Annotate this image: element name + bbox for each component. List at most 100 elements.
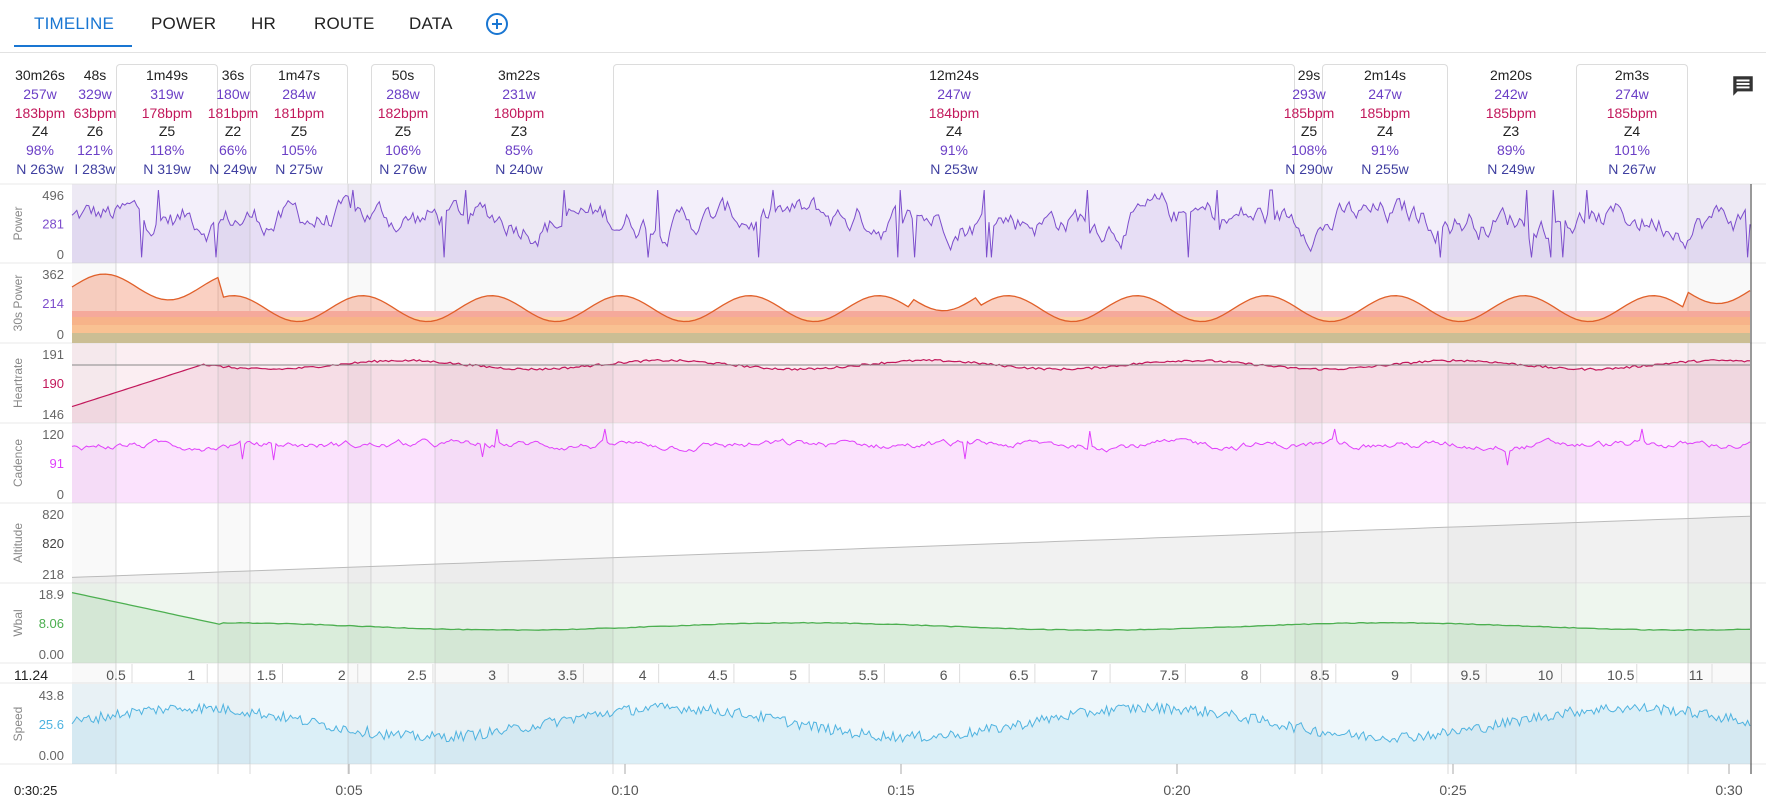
- interval-duration: 30m26s: [15, 67, 65, 83]
- panel-label: Heartrate: [11, 358, 25, 408]
- distance-tick-label: 10.5: [1607, 667, 1634, 683]
- interval-summary[interactable]: 50s 288w 182bpm Z5 106% N 276w: [343, 66, 463, 179]
- interval-hr: 183bpm: [14, 104, 66, 121]
- interval-watts: 247w: [1368, 85, 1402, 102]
- power-line: [71, 189, 1751, 258]
- axis-tick-label: 496: [42, 188, 64, 203]
- interval-summary[interactable]: 48s 329w 63bpm Z6 121% I 283w: [35, 66, 155, 179]
- interval-summary[interactable]: 29s 293w 185bpm Z5 108% N 290w: [1249, 66, 1369, 179]
- add-tab-icon[interactable]: [486, 13, 508, 35]
- interval-hr: 181bpm: [207, 104, 259, 121]
- interval-duration: 2m14s: [1363, 67, 1407, 83]
- interval-np: N 249w: [209, 160, 257, 177]
- distance-tick-label: 4.5: [708, 667, 728, 683]
- interval-summary[interactable]: 2m20s 242w 185bpm Z3 89% N 249w: [1451, 66, 1571, 179]
- interval-zone: Z4: [1376, 123, 1394, 140]
- interval-np: N 267w: [1608, 160, 1656, 177]
- distance-tick-label: 2.5: [407, 667, 427, 683]
- active-tab-indicator: [14, 45, 132, 47]
- interval-zone: Z6: [86, 123, 104, 140]
- tab-power[interactable]: POWER: [151, 14, 217, 33]
- interval-summary[interactable]: 30m26s 257w 183bpm Z4 98% N 263w: [0, 66, 100, 179]
- interval-zone: Z5: [394, 123, 412, 140]
- zone-band: [72, 325, 1750, 333]
- axis-value-label: 190: [42, 376, 64, 391]
- wbal-area: [72, 592, 1750, 663]
- interval-watts: 293w: [1292, 85, 1326, 102]
- comment-icon[interactable]: [1729, 73, 1757, 99]
- hr-area: [72, 359, 1750, 423]
- axis-tick-label: 0: [57, 487, 64, 502]
- interval-zone: Z5: [158, 123, 176, 140]
- interval-summary[interactable]: 1m47s 284w 181bpm Z5 105% N 275w: [239, 66, 359, 179]
- tab-hr[interactable]: HR: [251, 14, 276, 33]
- axis-tick-label: 120: [42, 427, 64, 442]
- time-tick-label: 0:30: [1715, 782, 1742, 797]
- distance-tick-label: 2: [338, 667, 346, 683]
- interval-pct: 91%: [939, 142, 969, 159]
- interval-pct: 85%: [504, 142, 534, 159]
- interval-watts: 274w: [1615, 85, 1649, 102]
- axis-tick-label: 0: [57, 247, 64, 262]
- interval-zone: Z3: [510, 123, 528, 140]
- interval-watts: 329w: [78, 85, 112, 102]
- interval-duration: 2m20s: [1489, 67, 1533, 83]
- interval-pct: 106%: [385, 142, 421, 159]
- interval-zone: Z5: [1300, 123, 1318, 140]
- panel-label: 30s Power: [11, 275, 25, 332]
- panel-label: Power: [11, 206, 25, 240]
- distance-tick-label: 3.5: [558, 667, 578, 683]
- interval-np: N 275w: [275, 160, 323, 177]
- panel-background: [72, 684, 1750, 764]
- interval-frame: [613, 64, 1295, 184]
- interval-watts: 247w: [937, 85, 971, 102]
- interval-pct: 101%: [1614, 142, 1650, 159]
- interval-watts: 319w: [150, 85, 184, 102]
- distance-tick-label: 7: [1090, 667, 1098, 683]
- interval-frame: [250, 64, 348, 184]
- power30-area: [72, 274, 1750, 343]
- power30-line: [71, 273, 1751, 323]
- interval-duration: 1m49s: [145, 67, 189, 83]
- interval-summary[interactable]: 2m3s 274w 185bpm Z4 101% N 267w: [1572, 66, 1692, 179]
- tab-bar: TIMELINE POWER HR ROUTE DATA: [0, 0, 1766, 53]
- distance-tick-label: 8: [1241, 667, 1249, 683]
- interval-pct: 98%: [25, 142, 55, 159]
- interval-summary[interactable]: 3m22s 231w 180bpm Z3 85% N 240w: [459, 66, 579, 179]
- distance-tick-label: 3: [488, 667, 496, 683]
- interval-duration: 3m22s: [497, 67, 541, 83]
- interval-hr: 185bpm: [1359, 104, 1411, 121]
- distance-value: 11.24: [14, 667, 48, 683]
- interval-zone: Z4: [1623, 123, 1641, 140]
- axis-value-label: 214: [42, 296, 64, 311]
- interval-watts: 284w: [282, 85, 316, 102]
- interval-np: N 253w: [930, 160, 978, 177]
- distance-tick-label: 11: [1689, 667, 1704, 683]
- interval-duration: 50s: [391, 67, 415, 83]
- interval-summary[interactable]: 2m14s 247w 185bpm Z4 91% N 255w: [1325, 66, 1445, 179]
- interval-hr: 185bpm: [1485, 104, 1537, 121]
- axis-tick-label: 18.9: [39, 587, 64, 602]
- time-tick-label: 0:25: [1439, 782, 1466, 797]
- speed-area: [72, 703, 1750, 764]
- time-start-label: 0:30:25: [14, 783, 57, 797]
- distance-tick-label: 5: [789, 667, 797, 683]
- interval-summary[interactable]: 1m49s 319w 178bpm Z5 118% N 319w: [107, 66, 227, 179]
- interval-zone: Z5: [290, 123, 308, 140]
- interval-summary[interactable]: 36s 180w 181bpm Z2 66% N 249w: [173, 66, 293, 179]
- interval-frame: [1576, 64, 1688, 184]
- axis-value-label: 281: [42, 217, 64, 232]
- panel-label: Speed: [11, 707, 25, 742]
- tab-data[interactable]: DATA: [409, 14, 453, 33]
- time-tick-label: 0:20: [1163, 782, 1190, 797]
- interval-np: N 240w: [495, 160, 543, 177]
- interval-duration: 2m3s: [1614, 67, 1650, 83]
- axis-tick-label: 43.8: [39, 688, 64, 703]
- interval-summary[interactable]: 12m24s 247w 184bpm Z4 91% N 253w: [894, 66, 1014, 179]
- tab-route[interactable]: ROUTE: [314, 14, 375, 33]
- axis-value-label: 8.06: [39, 616, 64, 631]
- tab-timeline[interactable]: TIMELINE: [34, 14, 115, 33]
- interval-np: N 249w: [1487, 160, 1535, 177]
- distance-tick-label: 1: [187, 667, 195, 683]
